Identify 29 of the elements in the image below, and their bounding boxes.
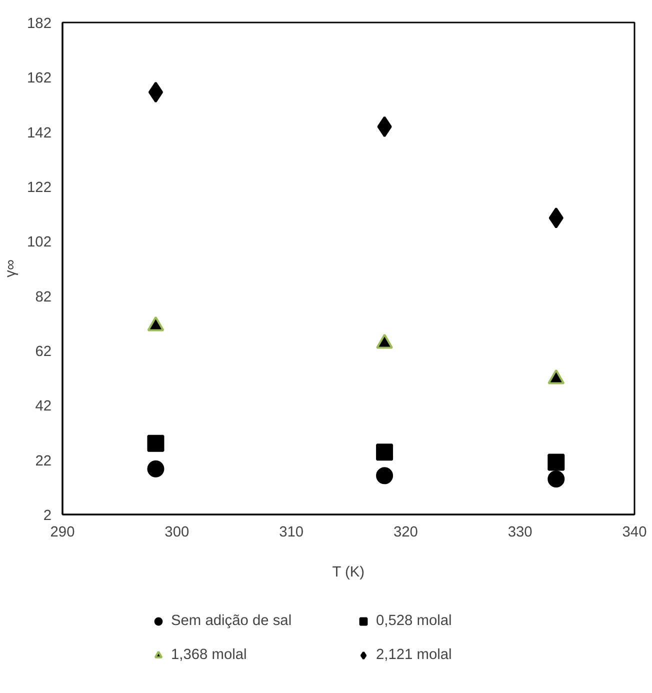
x-tick-label: 330 — [508, 524, 532, 540]
y-tick-label: 102 — [27, 234, 52, 251]
y-tick-label: 82 — [35, 289, 52, 306]
x-tick-label: 340 — [622, 524, 647, 540]
legend-label: Sem adição de sal — [171, 613, 293, 629]
point — [148, 82, 164, 103]
legend-label: 0,528 molal — [376, 613, 453, 629]
legend-label: 1,368 molal — [171, 647, 248, 663]
point — [376, 444, 394, 461]
point — [147, 460, 164, 478]
y-tick-label: 22 — [35, 453, 52, 470]
point — [376, 467, 394, 484]
point — [548, 470, 565, 488]
point — [548, 454, 565, 471]
y-tick-label: 122 — [27, 180, 52, 196]
x-tick-label: 320 — [393, 524, 418, 540]
y-tick-label: 62 — [35, 344, 52, 360]
y-tick-label: 182 — [27, 16, 52, 32]
x-tick-label: 300 — [164, 524, 190, 540]
x-tick-label: 310 — [279, 524, 304, 540]
x-axis-title: T (K) — [332, 564, 365, 580]
y-axis-title: γ∞ — [3, 260, 20, 278]
x-tick-label: 290 — [50, 524, 75, 540]
legend-label: 2,121 molal — [376, 647, 453, 663]
y-tick-label: 142 — [27, 125, 52, 142]
point — [147, 434, 164, 452]
y-tick-label: 42 — [35, 398, 52, 415]
y-tick-label: 2 — [43, 508, 52, 524]
y-tick-label: 162 — [27, 70, 52, 87]
